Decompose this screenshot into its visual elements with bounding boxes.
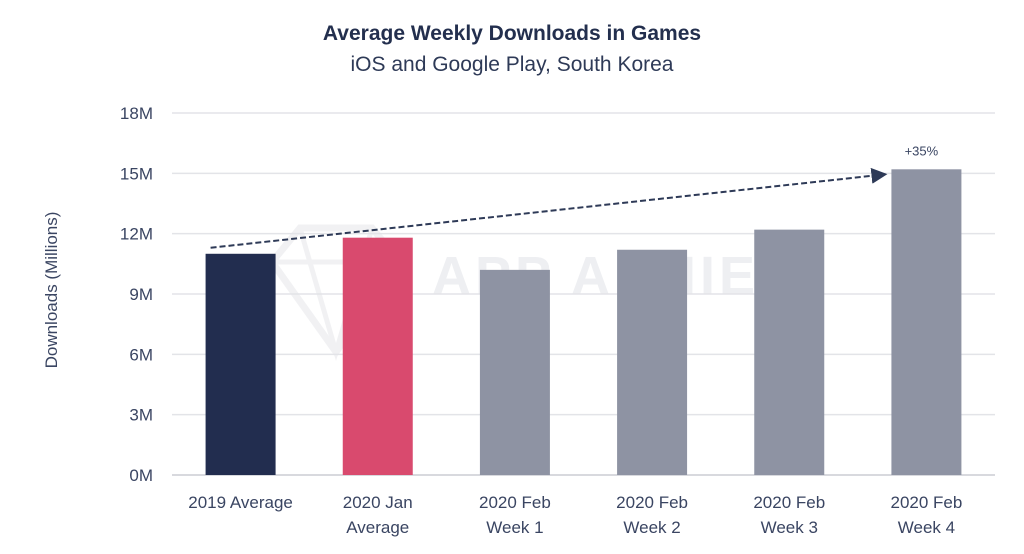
- bar: [205, 253, 276, 475]
- y-tick-label: 6M: [129, 345, 153, 364]
- y-tick-label: 9M: [129, 285, 153, 304]
- chart-title: Average Weekly Downloads in Games: [322, 22, 702, 45]
- gridlines: [172, 112, 995, 476]
- trend-arrow: [210, 167, 888, 249]
- bars: [205, 169, 962, 476]
- y-axis-label: Downloads (Millions): [42, 212, 61, 369]
- y-tick-label: 18M: [120, 104, 153, 123]
- bar: [479, 269, 550, 475]
- y-tick-label: 0M: [129, 466, 153, 485]
- x-tick-label: 2020 Feb Week 4: [890, 493, 962, 537]
- x-tick-label: 2019 Average: [188, 493, 293, 512]
- chart-subtitle: iOS and Google Play, South Korea: [350, 53, 674, 76]
- x-tick-label: 2020 Feb Week 2: [616, 493, 688, 537]
- growth-annotation: +35%: [210, 143, 939, 249]
- x-axis-labels: 2019 Average 2020 Jan Average 2020 Feb Week …: [188, 493, 962, 537]
- bar: [754, 229, 825, 475]
- annotation-label: +35%: [905, 143, 939, 158]
- bar: [342, 237, 413, 475]
- y-tick-label: 15M: [120, 164, 153, 183]
- bar: [617, 249, 688, 475]
- y-tick-label: 3M: [129, 406, 153, 425]
- x-tick-label: 2020 Jan Average: [343, 493, 413, 537]
- y-tick-label: 12M: [120, 225, 153, 244]
- y-axis-ticks: 0M 3M 6M 9M 12M 15M 18M: [120, 104, 153, 485]
- bar: [891, 169, 962, 476]
- x-tick-label: 2020 Feb Week 3: [753, 493, 825, 537]
- x-tick-label: 2020 Feb Week 1: [479, 493, 551, 537]
